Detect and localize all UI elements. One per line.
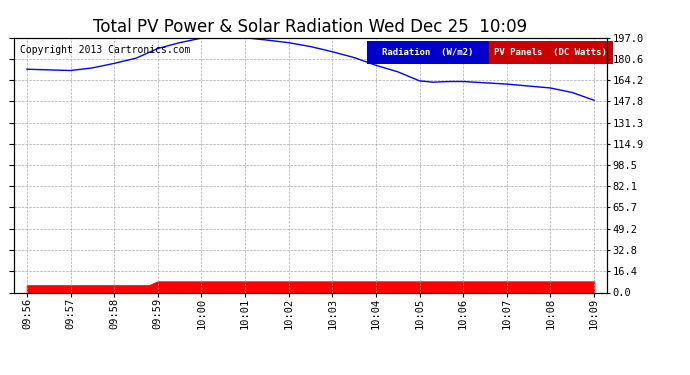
Text: PV Panels  (DC Watts): PV Panels (DC Watts) — [495, 48, 607, 57]
Bar — [489, 41, 613, 64]
Text: Copyright 2013 Cartronics.com: Copyright 2013 Cartronics.com — [20, 45, 190, 55]
Title: Total PV Power & Solar Radiation Wed Dec 25  10:09: Total PV Power & Solar Radiation Wed Dec… — [93, 18, 528, 36]
Bar — [367, 41, 489, 64]
Text: Radiation  (W/m2): Radiation (W/m2) — [382, 48, 473, 57]
